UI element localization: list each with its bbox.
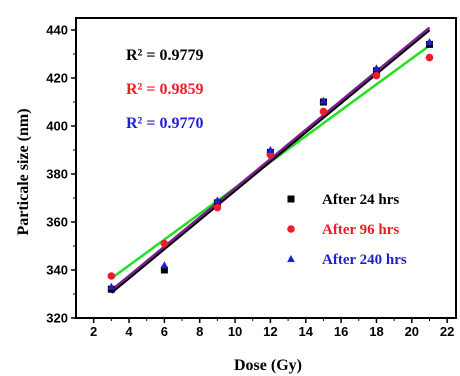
x-axis-ticks: 2 4 6 8 10 12 14 16 18 20 22 [90, 318, 454, 339]
x-tick-label: 12 [263, 324, 277, 339]
plot-frame [75, 17, 457, 319]
data-point [425, 38, 434, 45]
y-axis-ticks: 320 340 360 380 400 420 440 [46, 23, 76, 326]
data-point [213, 203, 222, 212]
legend-label: After 96 hrs [322, 222, 399, 238]
x-tick-label: 6 [161, 324, 168, 339]
data-point [287, 255, 295, 262]
x-tick-label: 8 [196, 324, 203, 339]
legend-label: After 24 hrs [322, 192, 399, 208]
y-tick-label: 420 [46, 71, 68, 86]
data-point [160, 239, 169, 248]
x-tick-label: 18 [369, 324, 383, 339]
y-tick-label: 360 [46, 215, 68, 230]
y-tick-label: 380 [46, 167, 68, 182]
fit-line [110, 26, 431, 292]
x-tick-label: 10 [228, 324, 242, 339]
y-tick-label: 340 [46, 263, 68, 278]
data-point [107, 272, 116, 280]
data-point [213, 196, 222, 204]
data-point [372, 64, 381, 72]
y-tick-label: 320 [46, 311, 68, 326]
x-tick-label: 2 [90, 324, 97, 339]
r-squared-label: R² = 0.9770 [126, 115, 203, 132]
legend-label: After 240 hrs [322, 252, 407, 268]
x-tick-label: 22 [440, 324, 454, 339]
data-point [160, 266, 168, 274]
data-point [266, 146, 275, 153]
r-squared-annotations: R² = 0.9779 R² = 0.9859 R² = 0.9770 [126, 47, 203, 132]
data-point [425, 53, 434, 62]
x-tick-label: 14 [299, 324, 314, 339]
x-tick-label: 4 [125, 324, 133, 339]
data-point [319, 107, 328, 116]
data-point [372, 71, 381, 80]
data-point [319, 96, 328, 104]
x-tick-label: 20 [405, 324, 419, 339]
r-squared-label: R² = 0.9859 [126, 81, 203, 98]
x-tick-label: 16 [334, 324, 348, 339]
data-point [107, 282, 116, 290]
y-axis-title: Particale size (nm) [15, 108, 32, 235]
y-tick-label: 400 [46, 119, 68, 134]
data-points [107, 38, 434, 293]
data-point [287, 225, 295, 233]
data-point [160, 261, 169, 269]
x-axis-title: Dose (Gy) [234, 357, 302, 374]
y-tick-label: 440 [46, 23, 68, 38]
data-point [287, 195, 295, 203]
r-squared-label: R² = 0.9779 [126, 47, 203, 64]
legend: After 24 hrs After 96 hrs After 240 hrs [287, 192, 407, 268]
